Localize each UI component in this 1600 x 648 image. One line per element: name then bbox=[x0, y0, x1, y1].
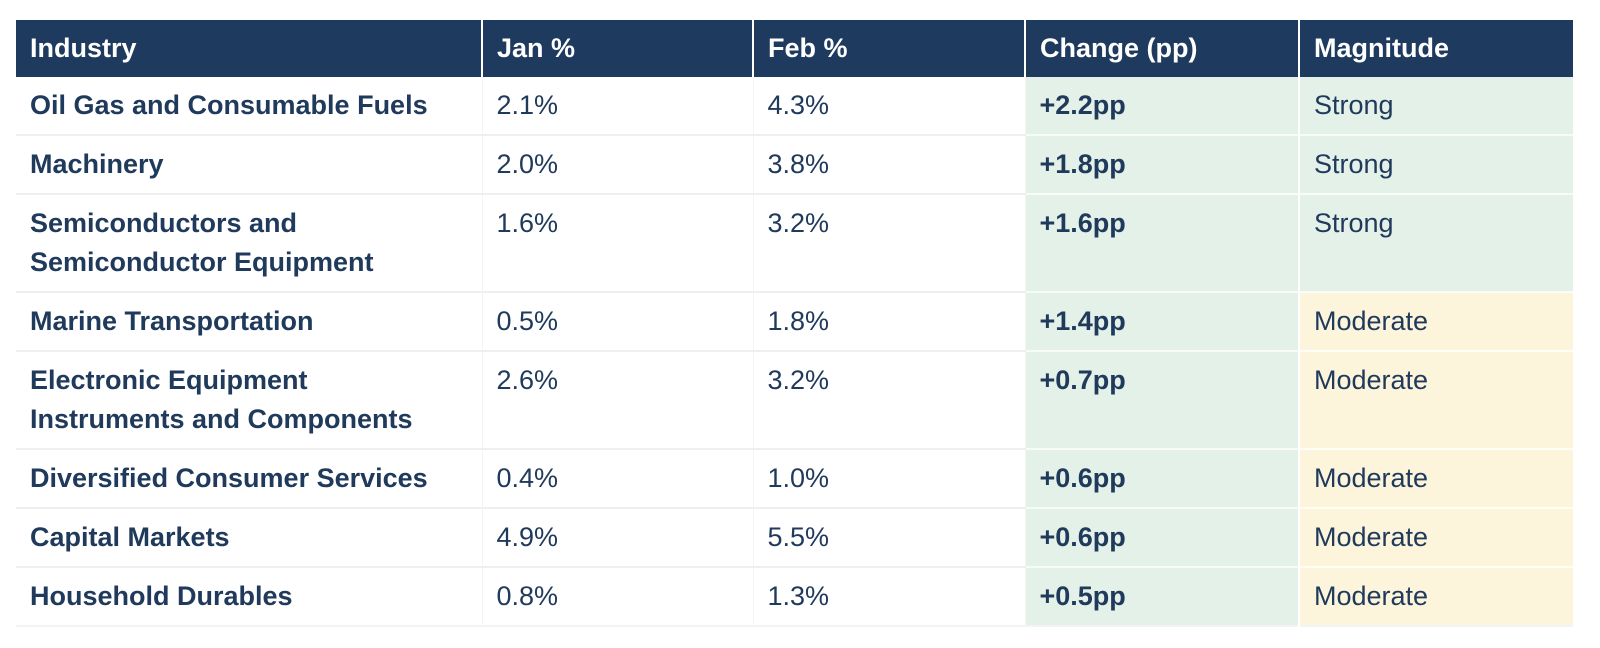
magnitude-cell: Moderate bbox=[1299, 507, 1573, 567]
magnitude-cell: Moderate bbox=[1299, 566, 1573, 626]
table-row: Household Durables 0.8% 1.3% +0.5pp Mode… bbox=[16, 566, 1573, 626]
industry-cell: Electronic Equipment Instruments and Com… bbox=[16, 350, 483, 449]
magnitude-cell: Strong bbox=[1299, 77, 1573, 135]
industry-name: Machinery bbox=[30, 149, 164, 179]
industry-change-table-container: Industry Jan % Feb % Change (pp) Magnitu… bbox=[16, 20, 1573, 627]
column-header-industry: Industry bbox=[16, 20, 483, 77]
industry-cell: Marine Transportation bbox=[16, 291, 483, 351]
change-cell: +1.4pp bbox=[1025, 291, 1300, 351]
industry-cell: Household Durables bbox=[16, 566, 483, 626]
feb-cell: 5.5% bbox=[753, 507, 1026, 567]
industry-name: Household Durables bbox=[30, 581, 293, 611]
table-row: Diversified Consumer Services 0.4% 1.0% … bbox=[16, 448, 1573, 508]
magnitude-cell: Strong bbox=[1299, 193, 1573, 292]
industry-name: Capital Markets bbox=[30, 522, 230, 552]
industry-name: Semiconductors and Semiconductor Equipme… bbox=[30, 208, 374, 277]
feb-cell: 4.3% bbox=[753, 77, 1026, 135]
header-row: Industry Jan % Feb % Change (pp) Magnitu… bbox=[16, 20, 1573, 77]
jan-cell: 0.8% bbox=[482, 566, 754, 626]
jan-cell: 4.9% bbox=[482, 507, 754, 567]
magnitude-cell: Moderate bbox=[1299, 291, 1573, 351]
table-row: Marine Transportation 0.5% 1.8% +1.4pp M… bbox=[16, 291, 1573, 351]
jan-cell: 0.4% bbox=[482, 448, 754, 508]
jan-cell: 1.6% bbox=[482, 193, 754, 292]
industry-cell: Oil Gas and Consumable Fuels bbox=[16, 77, 483, 135]
change-cell: +0.7pp bbox=[1025, 350, 1300, 449]
industry-name: Diversified Consumer Services bbox=[30, 463, 428, 493]
change-cell: +2.2pp bbox=[1025, 77, 1300, 135]
feb-cell: 1.0% bbox=[753, 448, 1026, 508]
table-row: Capital Markets 4.9% 5.5% +0.6pp Moderat… bbox=[16, 507, 1573, 567]
column-header-jan: Jan % bbox=[482, 20, 754, 77]
magnitude-cell: Strong bbox=[1299, 134, 1573, 194]
jan-cell: 2.1% bbox=[482, 77, 754, 135]
industry-change-table: Industry Jan % Feb % Change (pp) Magnitu… bbox=[16, 20, 1573, 627]
change-cell: +0.6pp bbox=[1025, 448, 1300, 508]
industry-name: Marine Transportation bbox=[30, 306, 314, 336]
change-cell: +0.6pp bbox=[1025, 507, 1300, 567]
table-row: Machinery 2.0% 3.8% +1.8pp Strong bbox=[16, 134, 1573, 194]
magnitude-cell: Moderate bbox=[1299, 448, 1573, 508]
industry-name: Electronic Equipment Instruments and Com… bbox=[30, 365, 413, 434]
industry-name: Oil Gas and Consumable Fuels bbox=[30, 90, 428, 120]
industry-cell: Machinery bbox=[16, 134, 483, 194]
column-header-change: Change (pp) bbox=[1025, 20, 1300, 77]
feb-cell: 3.8% bbox=[753, 134, 1026, 194]
change-cell: +1.6pp bbox=[1025, 193, 1300, 292]
column-header-magnitude: Magnitude bbox=[1299, 20, 1573, 77]
column-header-feb: Feb % bbox=[753, 20, 1026, 77]
magnitude-cell: Moderate bbox=[1299, 350, 1573, 449]
jan-cell: 0.5% bbox=[482, 291, 754, 351]
feb-cell: 3.2% bbox=[753, 350, 1026, 449]
industry-cell: Capital Markets bbox=[16, 507, 483, 567]
table-row: Electronic Equipment Instruments and Com… bbox=[16, 350, 1573, 449]
change-cell: +0.5pp bbox=[1025, 566, 1300, 626]
jan-cell: 2.6% bbox=[482, 350, 754, 449]
jan-cell: 2.0% bbox=[482, 134, 754, 194]
industry-cell: Diversified Consumer Services bbox=[16, 448, 483, 508]
feb-cell: 1.8% bbox=[753, 291, 1026, 351]
feb-cell: 3.2% bbox=[753, 193, 1026, 292]
industry-cell: Semiconductors and Semiconductor Equipme… bbox=[16, 193, 483, 292]
change-cell: +1.8pp bbox=[1025, 134, 1300, 194]
table-row: Oil Gas and Consumable Fuels 2.1% 4.3% +… bbox=[16, 77, 1573, 135]
feb-cell: 1.3% bbox=[753, 566, 1026, 626]
table-row: Semiconductors and Semiconductor Equipme… bbox=[16, 193, 1573, 292]
